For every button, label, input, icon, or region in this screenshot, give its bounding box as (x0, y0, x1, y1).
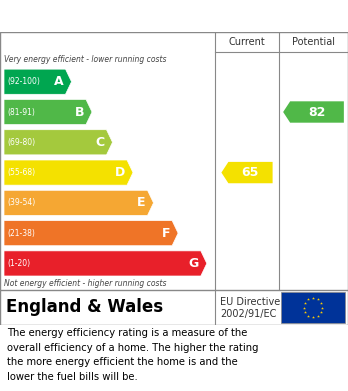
Polygon shape (4, 190, 153, 215)
Text: D: D (115, 166, 125, 179)
Text: (21-38): (21-38) (7, 229, 35, 238)
Text: E: E (137, 196, 145, 209)
Text: 65: 65 (241, 166, 259, 179)
Text: Potential: Potential (292, 37, 335, 47)
Text: C: C (95, 136, 104, 149)
Text: (39-54): (39-54) (7, 198, 35, 207)
Text: (92-100): (92-100) (7, 77, 40, 86)
Text: F: F (161, 227, 170, 240)
Text: Current: Current (229, 37, 266, 47)
Polygon shape (4, 130, 112, 155)
Text: England & Wales: England & Wales (6, 298, 163, 316)
Polygon shape (4, 160, 133, 185)
Polygon shape (283, 101, 344, 123)
Polygon shape (4, 99, 92, 125)
Text: B: B (74, 106, 84, 118)
Text: The energy efficiency rating is a measure of the
overall efficiency of a home. T: The energy efficiency rating is a measur… (7, 328, 259, 382)
Text: (69-80): (69-80) (7, 138, 35, 147)
Text: EU Directive: EU Directive (220, 297, 280, 307)
Text: Energy Efficiency Rating: Energy Efficiency Rating (10, 9, 220, 23)
Text: 2002/91/EC: 2002/91/EC (220, 309, 276, 319)
Polygon shape (4, 69, 71, 94)
Polygon shape (4, 221, 178, 246)
Bar (281, 292, 345, 323)
Text: (55-68): (55-68) (7, 168, 35, 177)
Text: Very energy efficient - lower running costs: Very energy efficient - lower running co… (4, 56, 166, 65)
Polygon shape (4, 251, 207, 276)
Text: Not energy efficient - higher running costs: Not energy efficient - higher running co… (4, 280, 166, 289)
Text: (1-20): (1-20) (7, 259, 30, 268)
Text: G: G (189, 257, 199, 270)
Text: 82: 82 (308, 106, 325, 118)
Text: (81-91): (81-91) (7, 108, 35, 117)
Text: A: A (54, 75, 63, 88)
Polygon shape (221, 162, 272, 183)
